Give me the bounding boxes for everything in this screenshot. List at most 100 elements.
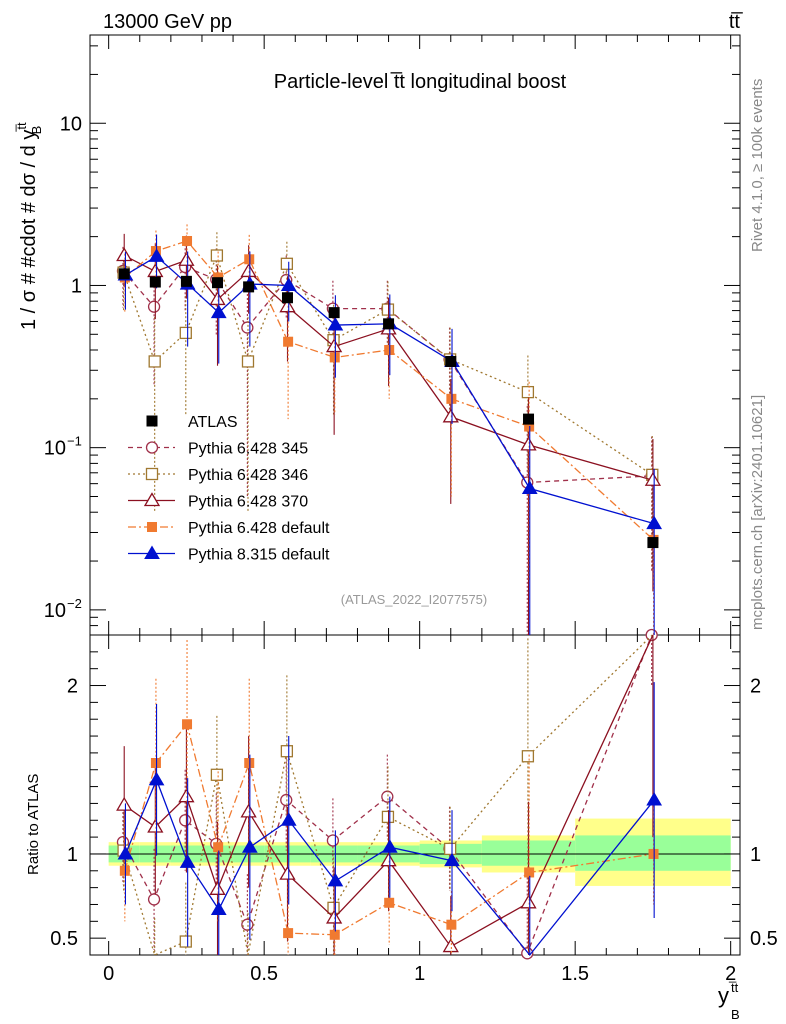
ratio-point [380,852,397,867]
ratio-point [244,758,255,768]
data-point [384,345,395,356]
header-right: tt̅ [729,11,743,33]
ratio-line [124,722,654,936]
data-point [244,254,255,265]
ratio-point [148,771,165,786]
atlas-data-point [212,277,224,289]
ratio-point [283,928,294,939]
top-ylabel: 1 / σ # #cdot # dσ / d yt̅tB [14,122,44,330]
data-point [210,304,227,319]
x-tick-label: 1.5 [561,963,589,985]
ratio-point [280,745,294,758]
data-point [521,480,538,495]
ratio-point [150,758,161,768]
ratio-point [279,865,296,880]
ratio-point [327,872,344,887]
data-point [147,300,161,313]
legend-label: Pythia 6.428 default [188,520,330,537]
chart-title: Particle-level t̅t longitudinal boost [274,71,567,93]
header-left: 13000 GeV pp [103,11,232,33]
legend-label: Pythia 6.428 370 [188,494,308,511]
ratio-point [241,918,254,931]
ratio-point [521,750,535,763]
ratio-point [520,894,537,909]
data-point [209,291,226,306]
mcplots-label: mcplots.cern.ch [arXiv:2401.10621] [749,395,766,630]
atlas-data-point [281,292,293,304]
ratio-point [384,897,395,908]
data-point [521,385,535,399]
ratio-ylabel: Ratio to ATLAS [25,774,42,875]
data-point [182,235,193,246]
data-point [241,321,254,334]
y-tick-label: 10 [44,438,66,460]
legend-item: Pythia 6.428 345 [128,441,308,458]
ratio-point [444,852,460,867]
ratio-point [241,839,258,853]
data-point [646,515,663,530]
data-point [329,352,340,363]
ratio-point [179,814,192,827]
data-point [240,263,257,278]
legend-marker [147,522,157,532]
ratio-panel-frame [89,634,741,956]
legend-label: Pythia 6.428 345 [188,441,308,458]
svg-text:1 / σ # #cdot # dσ / d yt̅tB: 1 / σ # #cdot # dσ / d yt̅tB [14,122,44,330]
x-axis-label-text: y [718,983,729,1008]
data-point [283,336,294,347]
x-axis-label-sup: t̅t [729,980,739,995]
ratio-point [213,842,224,853]
ratio-point [648,848,659,859]
data-point [178,251,195,266]
data-point [116,247,133,262]
x-axis-label: y t̅t B [718,980,740,1022]
ratio-point [446,919,457,930]
legend-item: Pythia 6.428 370 [128,492,308,511]
ratio-point [326,909,343,924]
ratio-tick-label-right: 0.5 [750,928,778,950]
series-line [124,240,654,541]
ratio-point [280,793,293,807]
ratio-point [381,839,398,853]
ratio-point [381,790,394,803]
legend-item: Pythia 6.428 346 [128,467,308,484]
ratio-tick-label-right: 1 [750,844,761,866]
ratio-point [182,719,193,730]
data-point [327,317,344,331]
atlas-data-point [328,307,340,319]
x-tick-label: 2 [725,963,736,985]
data-point [520,436,537,451]
ratio-point [147,818,164,833]
ratio-line [122,634,653,956]
atlas-data-point [445,355,457,367]
data-point [241,355,255,368]
legend-marker [143,492,161,507]
data-point [147,263,164,278]
top-gridless-frame [89,34,741,956]
data-point [442,408,459,423]
ratio-point [116,796,133,811]
ratio-point [329,929,340,940]
top-ylabel-sup: t̅t [14,122,29,132]
ratio-point [210,901,227,916]
ratio-point [381,810,395,824]
data-point [280,277,297,291]
y-tick-exponent: −1 [67,434,82,449]
legend-label: ATLAS [188,414,238,431]
ratio-point [280,812,297,826]
legend-item: ATLAS [146,414,238,431]
ratio-point [179,854,196,868]
y-tick-label: 10 [44,600,66,622]
legend-marker [146,415,158,427]
atlas-data-point [180,275,192,287]
ratio-point [442,938,459,953]
ratio-point [209,881,226,895]
rivet-label: Rivet 4.1.0, ≥ 100k events [749,79,766,252]
data-point [148,248,165,262]
data-point [446,393,457,404]
data-point [381,303,395,316]
ratio-point [119,865,130,876]
data-point [279,298,296,313]
atlas-data-point [383,318,395,330]
